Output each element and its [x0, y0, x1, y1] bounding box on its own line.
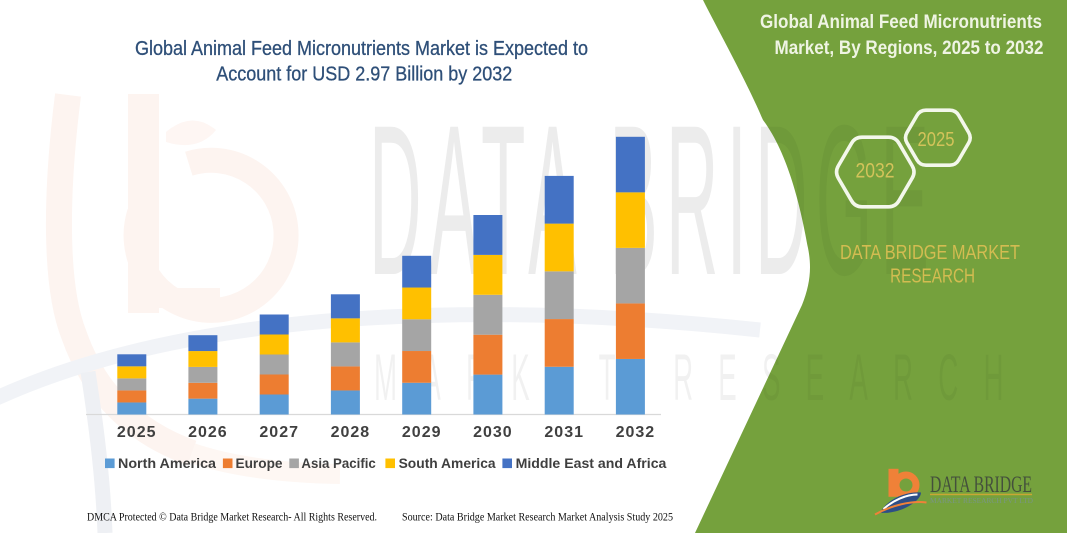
svg-text:2027: 2027 [259, 424, 299, 441]
svg-text:Global Animal Feed Micronutrie: Global Animal Feed Micronutrients Market… [135, 38, 588, 60]
svg-text:DMCA Protected © Data Bridge M: DMCA Protected © Data Bridge Market Rese… [87, 512, 377, 524]
svg-text:North America: North America [118, 455, 216, 471]
svg-text:Asia Pacific: Asia Pacific [301, 455, 376, 471]
svg-text:2026: 2026 [188, 424, 228, 441]
svg-text:Source: Data Bridge Market Res: Source: Data Bridge Market Research Mark… [402, 512, 673, 524]
svg-text:RESEARCH: RESEARCH [890, 266, 975, 288]
svg-text:DATA BRIDGE MARKET: DATA BRIDGE MARKET [840, 242, 1020, 264]
svg-text:2032: 2032 [856, 160, 895, 183]
svg-text:2028: 2028 [331, 424, 371, 441]
svg-text:MARKET RESEARCH PVT LTD: MARKET RESEARCH PVT LTD [930, 497, 1033, 505]
svg-text:2029: 2029 [402, 424, 442, 441]
svg-text:2025: 2025 [918, 129, 955, 151]
svg-text:2025: 2025 [117, 424, 157, 441]
svg-text:2030: 2030 [473, 424, 513, 441]
svg-text:Global Animal Feed Micronutrie: Global Animal Feed Micronutrients [760, 12, 1042, 33]
svg-text:Market, By Regions, 2025 to 20: Market, By Regions, 2025 to 2032 [775, 38, 1044, 59]
svg-text:2032: 2032 [616, 424, 656, 441]
svg-text:Account for USD 2.97 Billion b: Account for USD 2.97 Billion by 2032 [216, 64, 512, 86]
svg-text:Europe: Europe [236, 455, 283, 471]
svg-text:2031: 2031 [544, 424, 584, 441]
svg-text:South America: South America [399, 455, 496, 471]
svg-text:DATA BRIDGE: DATA BRIDGE [930, 472, 1032, 498]
svg-text:Middle East and Africa: Middle East and Africa [516, 455, 667, 471]
